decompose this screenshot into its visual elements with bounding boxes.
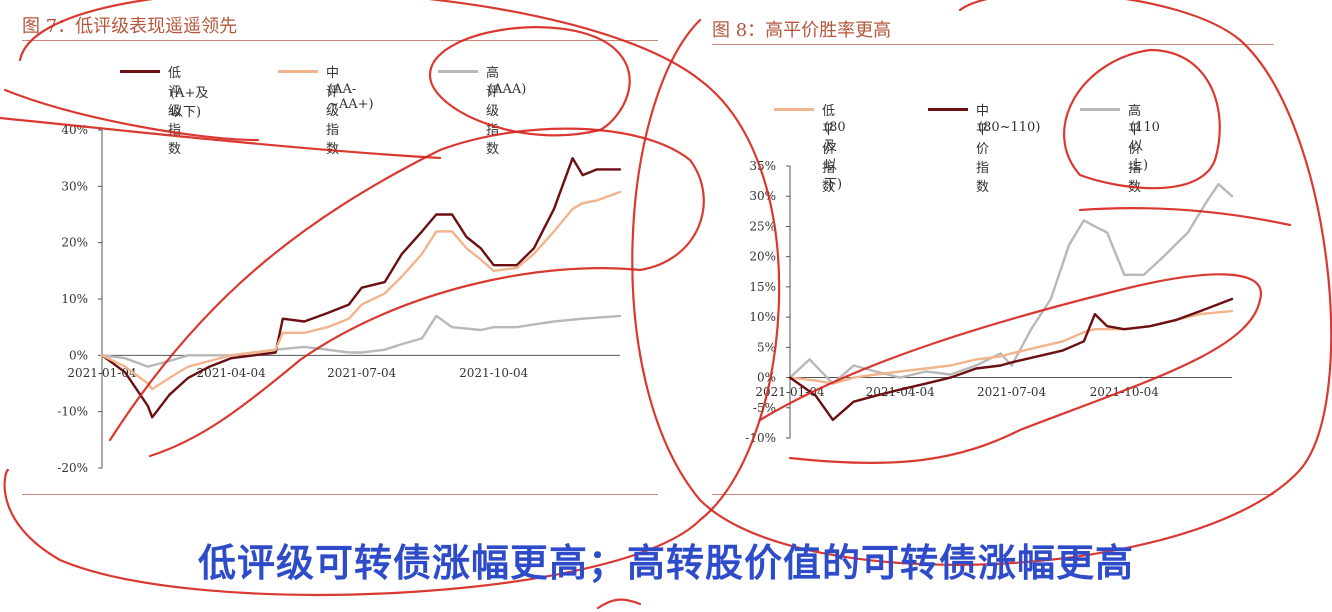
- legend-label: 低平价指数: [822, 104, 836, 195]
- y-tick-label: 0%: [69, 348, 88, 362]
- y-tick-label: -10%: [57, 405, 88, 419]
- right-figure-title: 图 8：高平价胜率更高: [712, 20, 892, 41]
- y-tick-label: 5%: [757, 340, 776, 354]
- left-chart: -20%-10%0%10%20%30%40%2021-01-04 2021-04-…: [57, 123, 622, 475]
- annotation-stroke: [1063, 48, 1221, 190]
- y-tick-label: 20%: [749, 250, 776, 264]
- annotation-stroke: [428, 26, 631, 137]
- right-title-rule: [712, 44, 1274, 45]
- x-tick-label: 2021-07-04: [327, 366, 397, 380]
- x-tick-label: 2021-04-04: [866, 385, 936, 399]
- annotation-stroke: [3, 0, 781, 596]
- right-bottom-rule: [712, 494, 1274, 495]
- legend-swatch: [928, 108, 968, 111]
- annotation-stroke: [631, 0, 1332, 566]
- legend-sublabel: (80~110): [978, 120, 1041, 135]
- series-line: [788, 182, 1234, 385]
- annotation-stroke: [0, 116, 442, 160]
- legend-label: 高平价指数: [1128, 104, 1142, 195]
- legend-sublabel: (80及以下): [824, 120, 846, 192]
- y-tick-label: 10%: [61, 292, 88, 306]
- legend-label: 中平价指数: [976, 104, 990, 195]
- series-line: [100, 157, 622, 419]
- legend-sublabel: (110以上): [1130, 120, 1160, 173]
- legend-swatch: [278, 70, 318, 73]
- series-line: [100, 314, 622, 368]
- left-figure-title: 图 7：低评级表现遥遥领先: [22, 16, 238, 37]
- legend-sublabel: (AAA): [488, 82, 527, 97]
- y-tick-label: 20%: [61, 236, 88, 250]
- x-tick-label: 2021-07-04: [977, 385, 1047, 399]
- y-tick-label: 15%: [749, 280, 776, 294]
- annotation-stroke: [1078, 207, 1292, 227]
- y-tick-label: 30%: [61, 179, 88, 193]
- summary-caption: 低评级可转债涨幅更高；高转股价值的可转债涨幅更高: [197, 540, 1134, 585]
- series-line: [100, 190, 622, 391]
- legend-label: 低评级指数: [168, 66, 182, 157]
- annotation-stroke: [3, 88, 260, 142]
- annotation-stroke: [596, 598, 642, 610]
- legend-sublabel: (A+及以下): [170, 86, 209, 120]
- legend-swatch: [120, 70, 160, 73]
- annotation-stroke: [108, 127, 705, 458]
- y-tick-label: -20%: [57, 461, 88, 475]
- x-tick-label: 2021-10-04: [1090, 385, 1160, 399]
- y-tick-label: 25%: [749, 219, 776, 233]
- legend-swatch: [1080, 108, 1120, 111]
- legend-swatch: [774, 108, 814, 111]
- series-line: [788, 297, 1234, 422]
- left-bottom-rule: [22, 494, 658, 495]
- x-tick-label: 2021-04-04: [197, 366, 267, 380]
- left-title-rule: [22, 40, 658, 41]
- annotation-stroke: [758, 273, 1263, 465]
- y-tick-label: 10%: [749, 310, 776, 324]
- legend-sublabel: (AA-~AA+): [328, 82, 374, 112]
- x-tick-label: 2021-10-04: [459, 366, 529, 380]
- y-tick-label: 35%: [749, 159, 776, 173]
- legend-swatch: [438, 70, 478, 73]
